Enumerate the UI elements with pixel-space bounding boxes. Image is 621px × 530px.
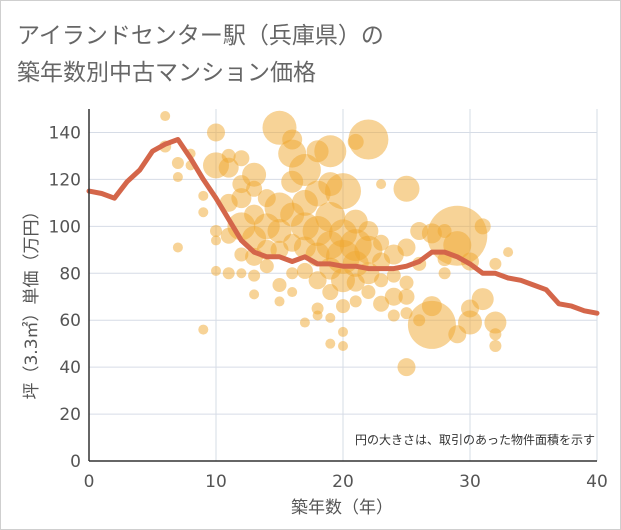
bubble-point (397, 358, 416, 377)
bubble-point (242, 162, 267, 187)
bubble-point (231, 188, 252, 209)
bubble-point (211, 235, 221, 246)
y-tick-label: 0 (70, 452, 81, 472)
bubble-point (325, 173, 361, 210)
y-tick-label: 40 (59, 358, 81, 378)
bubble-point (348, 119, 389, 160)
bubble-point (458, 310, 482, 335)
y-tick-label: 60 (59, 311, 81, 331)
bubble-point (246, 180, 263, 197)
y-axis-label: 坪（3.3㎡）単価（万円） (22, 202, 42, 399)
bubble-point (312, 310, 323, 321)
bubble-point (361, 285, 376, 300)
x-tick-label: 30 (459, 472, 481, 492)
tick-labels: 0 20 40 60 80 100 120 140 0 10 20 30 40 (49, 123, 608, 492)
bubble-point (274, 296, 285, 307)
axes (88, 109, 597, 462)
bubble-point (218, 157, 239, 178)
x-tick-label: 10 (205, 472, 227, 492)
y-tick-label: 120 (49, 170, 81, 190)
trend-line-layer (86, 137, 600, 316)
bubble-point (407, 300, 456, 349)
bubble-point (160, 111, 171, 122)
bubble-layer (159, 110, 514, 377)
bubble-point (198, 324, 209, 335)
bubble-point (249, 289, 260, 300)
bubble-point (484, 311, 507, 334)
bubble-point (438, 267, 451, 280)
x-tick-label: 20 (332, 472, 354, 492)
bubble-point (236, 268, 247, 279)
chart-title-line2: 築年数別中古マンション価格 (17, 60, 316, 86)
bubble-point (338, 326, 348, 337)
bubble-point (325, 312, 336, 323)
x-tick-label: 0 (84, 472, 95, 492)
chart-title-line1: アイランドセンター駅（兵庫県）の (17, 23, 384, 49)
bubble-point (349, 295, 362, 308)
bubble-point (272, 278, 287, 292)
bubble-point (171, 156, 184, 169)
bubble-point (248, 269, 261, 282)
x-axis-label: 築年数（年） (291, 498, 393, 518)
bubble-point (358, 221, 379, 242)
bubble-point (398, 288, 415, 305)
bubble-point (400, 307, 413, 320)
bubble-point (286, 267, 299, 280)
bubble-point (207, 123, 225, 142)
bubble-point (172, 172, 183, 183)
bubble-point (384, 287, 403, 306)
bubble-point (397, 238, 416, 257)
bubble-point (210, 225, 222, 238)
bubble-point (172, 242, 183, 253)
bubble-point (296, 262, 313, 279)
y-tick-label: 100 (49, 217, 81, 237)
y-tick-label: 80 (59, 264, 81, 284)
bubble-point (259, 259, 274, 274)
bubble-point (314, 135, 347, 168)
bubble-point (198, 207, 209, 218)
trend-line (86, 137, 600, 316)
bubble-point (374, 273, 389, 288)
y-tick-label: 140 (49, 123, 81, 143)
bubble-point (287, 287, 298, 298)
y-tick-label: 20 (59, 405, 81, 425)
bubble-point (489, 257, 502, 270)
bubble-point (198, 190, 209, 201)
bubble-point (489, 328, 502, 341)
bubble-point (299, 317, 310, 328)
bubble-point (222, 267, 235, 280)
bubble-point (336, 299, 350, 314)
bubble-point (373, 295, 390, 312)
bubble-point (288, 154, 321, 187)
bubble-point (489, 340, 502, 353)
bubble-size-note: 円の大きさは、取引のあった物件面積を示す (355, 432, 595, 447)
bubble-point (234, 247, 249, 262)
bubble-point (474, 218, 491, 235)
bubble-point (471, 288, 494, 311)
bubble-point (211, 265, 221, 276)
bubble-point (399, 275, 414, 290)
bubble-point (325, 338, 336, 349)
bubble-point (503, 247, 514, 258)
bubble-point (373, 234, 390, 251)
bubble-point (386, 268, 401, 283)
bubble-point (338, 341, 348, 352)
bubble-point (376, 179, 387, 190)
bubble-point (393, 175, 420, 202)
bubble-point (387, 309, 400, 322)
bubble-point (311, 302, 324, 315)
x-tick-label: 40 (586, 472, 608, 492)
bubble-point (233, 150, 250, 167)
